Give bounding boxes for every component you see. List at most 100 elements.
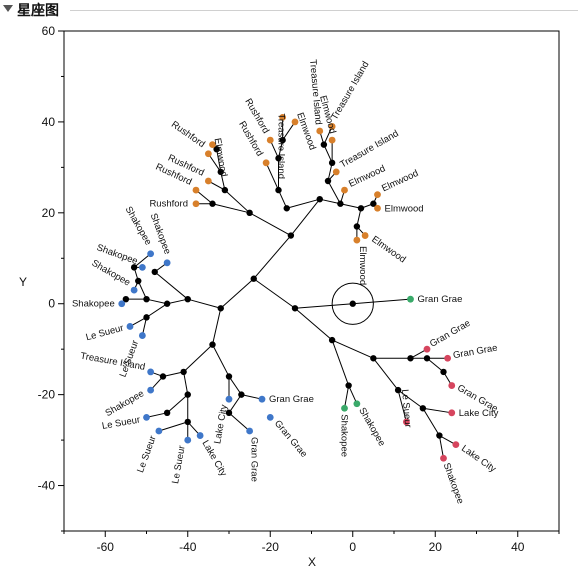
header-divider <box>70 10 578 11</box>
constellation-edge <box>220 278 255 309</box>
constellation-edge <box>183 371 189 395</box>
join-node <box>345 382 352 389</box>
leaf-point[interactable] <box>328 136 336 144</box>
leaf-label: Treasure Island <box>276 113 287 179</box>
join-node <box>135 277 142 285</box>
leaf-label: Shakopee <box>339 414 350 457</box>
leaf-point[interactable] <box>192 200 200 208</box>
leaf-point[interactable] <box>266 136 274 144</box>
leaf-point[interactable] <box>209 141 216 149</box>
report-header[interactable]: 星座图 <box>0 0 581 21</box>
leaf-point[interactable] <box>353 236 361 244</box>
constellation-nodes <box>122 136 447 439</box>
constellation-edge <box>327 180 341 204</box>
join-node <box>225 373 233 380</box>
constellation-edge <box>422 408 440 436</box>
leaf-point[interactable] <box>440 454 447 462</box>
join-node <box>279 136 286 144</box>
leaf-point[interactable] <box>147 368 155 376</box>
join-node <box>184 295 191 303</box>
leaf-point[interactable] <box>444 354 452 362</box>
constellation-edge <box>133 253 151 268</box>
collapse-triangle-icon[interactable] <box>3 5 13 12</box>
leaf-point[interactable] <box>291 118 299 126</box>
leaf-point[interactable] <box>328 123 336 130</box>
leaf-point[interactable] <box>204 177 212 185</box>
leaf-label: Shakopee <box>72 299 115 310</box>
leaf-point[interactable] <box>155 427 163 435</box>
leaf-label: Elmwood <box>357 246 368 285</box>
constellation-edge <box>282 121 296 141</box>
join-node <box>209 200 216 207</box>
join-node <box>246 209 253 217</box>
leaf-point[interactable] <box>163 259 171 267</box>
constellation-edge <box>286 198 320 209</box>
join-node <box>440 368 447 376</box>
join-node <box>213 145 220 153</box>
leaf-point[interactable] <box>184 436 192 444</box>
y-tick-label: 20 <box>42 206 56 220</box>
constellation-leaves[interactable] <box>118 113 460 462</box>
join-node <box>287 232 295 239</box>
leaf-point[interactable] <box>266 413 274 421</box>
leaf-point[interactable] <box>138 263 146 271</box>
leaf-point[interactable] <box>246 427 254 435</box>
leaf-point[interactable] <box>126 323 134 330</box>
leaf-point[interactable] <box>130 286 138 294</box>
join-node <box>184 391 191 398</box>
selection-circle <box>331 282 374 325</box>
leaf-point[interactable] <box>332 168 340 176</box>
leaf-point[interactable] <box>147 250 155 258</box>
leaf-point[interactable] <box>402 418 410 426</box>
y-tick-label: -40 <box>38 479 56 493</box>
leaf-point[interactable] <box>262 159 270 167</box>
join-node <box>320 141 328 148</box>
join-node <box>436 432 443 439</box>
join-node <box>143 314 150 321</box>
leaf-point[interactable] <box>452 441 460 449</box>
leaf-point[interactable] <box>143 413 150 421</box>
constellation-edge <box>212 308 222 345</box>
join-node <box>151 268 158 276</box>
leaf-point[interactable] <box>118 300 126 308</box>
leaf-point[interactable] <box>448 382 456 389</box>
leaf-point[interactable] <box>147 386 155 394</box>
constellation-edge <box>166 394 189 414</box>
leaf-label: Rushford <box>149 199 188 210</box>
leaf-point[interactable] <box>204 150 212 158</box>
constellation-edge <box>344 385 350 409</box>
leaf-point[interactable] <box>192 186 200 194</box>
constellation-edge <box>187 298 221 309</box>
constellation-edge <box>397 389 424 409</box>
x-tick-label: 40 <box>511 540 525 554</box>
constellation-edge <box>195 189 213 205</box>
leaf-point[interactable] <box>279 113 287 121</box>
leaf-point[interactable] <box>374 191 381 199</box>
leaf-point[interactable] <box>196 432 204 439</box>
join-node <box>291 305 299 312</box>
leaf-point[interactable] <box>423 345 431 353</box>
leaf-point[interactable] <box>225 395 233 403</box>
leaf-point[interactable] <box>138 332 146 339</box>
leaf-point[interactable] <box>341 186 348 194</box>
y-tick-label: 40 <box>42 115 56 129</box>
leaf-point[interactable] <box>361 232 369 239</box>
join-node <box>238 391 245 398</box>
join-node <box>217 305 224 312</box>
constellation-edge <box>426 357 444 373</box>
constellation-edge <box>228 412 250 432</box>
leaf-point[interactable] <box>258 395 266 403</box>
leaf-label: Le Sueur <box>399 389 413 428</box>
leaf-point[interactable] <box>407 295 414 303</box>
leaf-point[interactable] <box>448 409 456 417</box>
constellation-edge <box>167 298 188 305</box>
highlight-circle <box>331 282 374 325</box>
leaf-point[interactable] <box>374 204 381 212</box>
leaf-point[interactable] <box>341 404 348 412</box>
y-tick-label: 0 <box>48 297 55 311</box>
constellation-edge <box>290 198 321 236</box>
constellation-edge <box>294 307 333 341</box>
leaf-point[interactable] <box>353 400 361 408</box>
leaf-point[interactable] <box>316 127 324 135</box>
